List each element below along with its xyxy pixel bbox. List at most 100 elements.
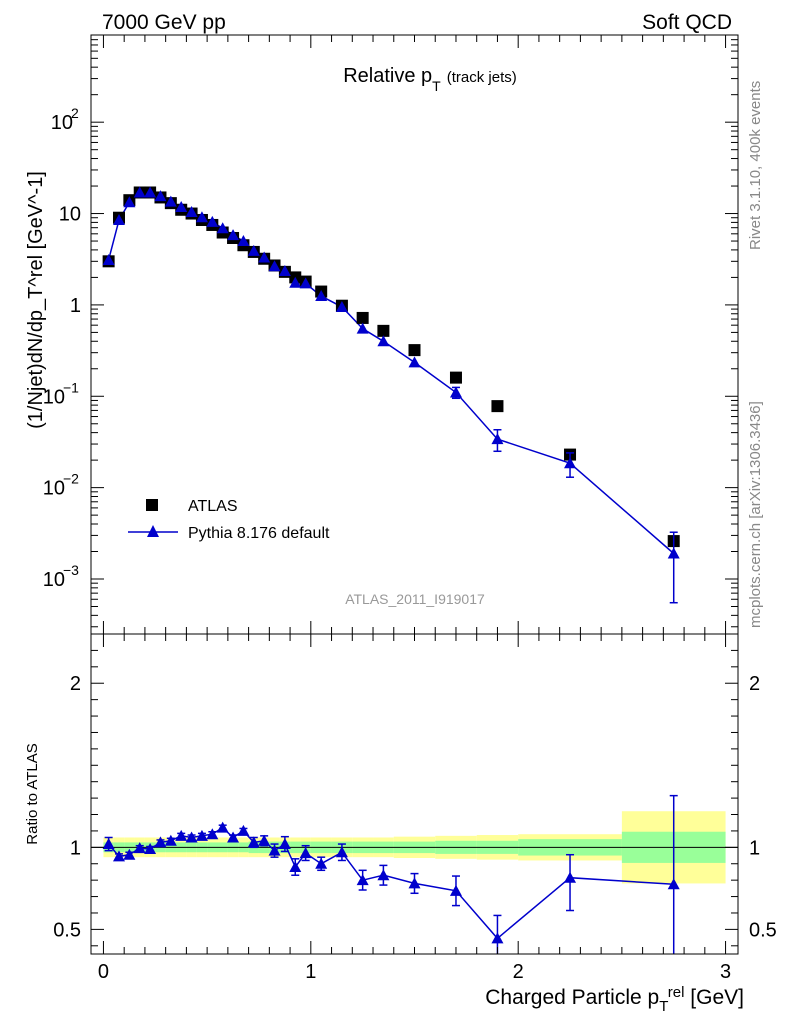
ratio-point (227, 831, 240, 843)
x-tick-label: 2 (513, 961, 524, 983)
legend: ATLAS Pythia 8.176 default (128, 498, 330, 542)
y-tick-exponent: 2 (71, 105, 79, 121)
ratio-point (408, 877, 421, 889)
pythia-point (278, 265, 291, 277)
ratio-point (175, 829, 188, 841)
ratio-point (123, 848, 136, 860)
ratio-point (491, 932, 504, 944)
x-tick-label: 3 (720, 961, 731, 983)
pythia-point (144, 186, 157, 198)
legend-atlas-marker (146, 499, 158, 511)
analysis-watermark: ATLAS_2011_I919017 (345, 591, 485, 607)
mcplots-label: mcplots.cern.ch [arXiv:1306.3436] (747, 401, 764, 628)
pythia-point (195, 211, 208, 223)
pythia-point (133, 186, 146, 198)
ratio-point (258, 834, 271, 846)
main-plot-title-sub: T (432, 78, 441, 94)
atlas-point (356, 311, 369, 324)
ratio-plot-frame (90, 633, 739, 955)
pythia-point (377, 335, 390, 347)
ratio-plot-y-tick-labels: 0.5 0.5 1 1 2 2 (53, 673, 777, 941)
ratio-point (268, 844, 281, 856)
y-tick-label: 10 (59, 204, 81, 226)
pythia-point (247, 244, 260, 256)
ratio-point (102, 838, 115, 850)
y-tick-label: 10 (43, 569, 65, 591)
ratio-point (144, 842, 157, 854)
ratio-plot-y-axis-label: Ratio to ATLAS (24, 743, 41, 844)
pythia-point (237, 235, 250, 247)
ratio-point (164, 834, 177, 846)
pythia-point (449, 386, 462, 398)
pythia-point (102, 254, 115, 266)
ratio-point (278, 838, 291, 850)
main-plot-title-main: Relative p (343, 65, 432, 87)
pythia-point (268, 260, 281, 272)
pythia-point (335, 300, 348, 312)
y-tick-exponent: −2 (63, 471, 79, 487)
x-tick-label: 0 (98, 961, 109, 983)
atlas-point (408, 344, 421, 357)
y-tick-label-right: 1 (749, 837, 760, 859)
ratio-point (377, 869, 390, 881)
pythia-point (315, 290, 328, 302)
y-tick-exponent: −3 (63, 562, 79, 578)
ratio-point (216, 821, 229, 833)
ratio-plot-ticks (91, 634, 738, 954)
x-axis-label: Charged Particle pTrel [GeV] (485, 984, 744, 1015)
legend-pythia-label: Pythia 8.176 default (188, 525, 330, 542)
y-tick-exponent: −1 (63, 379, 79, 395)
pythia-point (667, 547, 680, 559)
y-tick-label: 10 (43, 386, 65, 408)
y-tick-label-right: 2 (749, 673, 760, 695)
ratio-plot-x-tick-labels: 0 1 2 3 (98, 961, 731, 983)
ratio-point (247, 836, 260, 848)
ratio-point (667, 878, 680, 890)
pythia-point (227, 229, 240, 241)
rivet-label: Rivet 3.1.10, 400k events (747, 81, 764, 250)
main-plot-title-note: (track jets) (447, 69, 517, 86)
legend-atlas-label: ATLAS (188, 498, 238, 515)
main-plot-ticks (91, 34, 738, 634)
ratio-plot-panel: 0.5 0.5 1 1 2 2 0 1 2 3 Ratio to ATLAS Charged P… (24, 633, 777, 1015)
y-tick-label: 1 (70, 837, 81, 859)
main-plot-title: Relative pT (track jets) (343, 65, 517, 94)
main-plot-content (102, 186, 680, 604)
pythia-point (175, 200, 188, 212)
atlas-point (377, 324, 390, 337)
ratio-point (195, 829, 208, 841)
ratio-point (133, 842, 146, 854)
pythia-point (408, 356, 421, 368)
pythia-point (206, 215, 219, 227)
ratio-point (356, 874, 369, 886)
pythia-point (258, 251, 271, 263)
y-tick-label: 10 (43, 478, 65, 500)
pythia-point (164, 195, 177, 207)
ratio-point (112, 850, 125, 862)
ratio-point (206, 828, 219, 840)
ratio-point (315, 857, 328, 869)
y-tick-label: 1 (70, 295, 81, 317)
pythia-point (299, 277, 312, 289)
ratio-point (449, 884, 462, 896)
pythia-point (289, 276, 302, 288)
pythia-point (154, 190, 167, 202)
pythia-point (356, 322, 369, 334)
atlas-point (491, 400, 504, 413)
main-plot-frame (90, 34, 739, 635)
ratio-plot-content (102, 794, 680, 954)
pythia-point (491, 433, 504, 445)
main-plot-y-axis-label: (1/Njet)dN/dp_T^rel [GeV^-1] (25, 171, 47, 429)
y-tick-label: 0.5 (53, 919, 81, 941)
header-left: 7000 GeV pp (102, 11, 226, 34)
y-tick-label-right: 0.5 (749, 919, 777, 941)
ratio-point (289, 861, 302, 873)
ratio-point (335, 846, 348, 858)
ratio-point (237, 824, 250, 836)
ratio-point (564, 871, 577, 883)
pythia-point (216, 222, 229, 234)
legend-pythia-marker (147, 525, 159, 537)
